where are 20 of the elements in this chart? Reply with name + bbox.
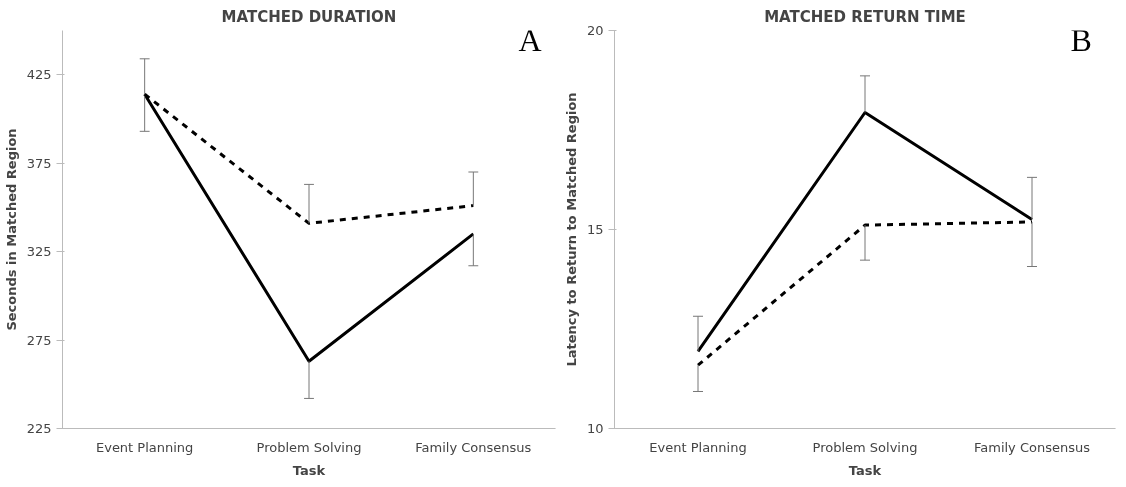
x-axis-title: Task	[848, 462, 882, 478]
y-tick-label: 225	[26, 421, 52, 436]
x-tick-label: Event Planning	[649, 439, 747, 455]
y-axis-title: Seconds in Matched Region	[3, 128, 19, 331]
y-tick-label: 15	[586, 222, 604, 237]
y-tick-label: 375	[26, 155, 52, 171]
x-tick-label: Problem Solving	[256, 439, 362, 455]
x-tick-label: Problem Solving	[812, 439, 918, 455]
chart-title: MATCHED RETURN TIME	[764, 7, 966, 26]
x-tick-label: Family Consensus	[415, 439, 532, 455]
x-tick-label: Event Planning	[95, 439, 194, 455]
y-tick-label: 325	[26, 244, 52, 260]
y-tick-label: 10	[586, 421, 604, 436]
y-tick-label: 20	[586, 23, 604, 38]
y-tick-label: 425	[26, 67, 52, 83]
x-tick-label: Family Consensus	[973, 439, 1091, 455]
x-axis-title: Task	[292, 462, 326, 478]
chart-title: MATCHED DURATION	[221, 7, 397, 26]
y-tick-label: 275	[26, 332, 52, 348]
y-axis-title: Latency to Return to Matched Region	[563, 92, 579, 367]
